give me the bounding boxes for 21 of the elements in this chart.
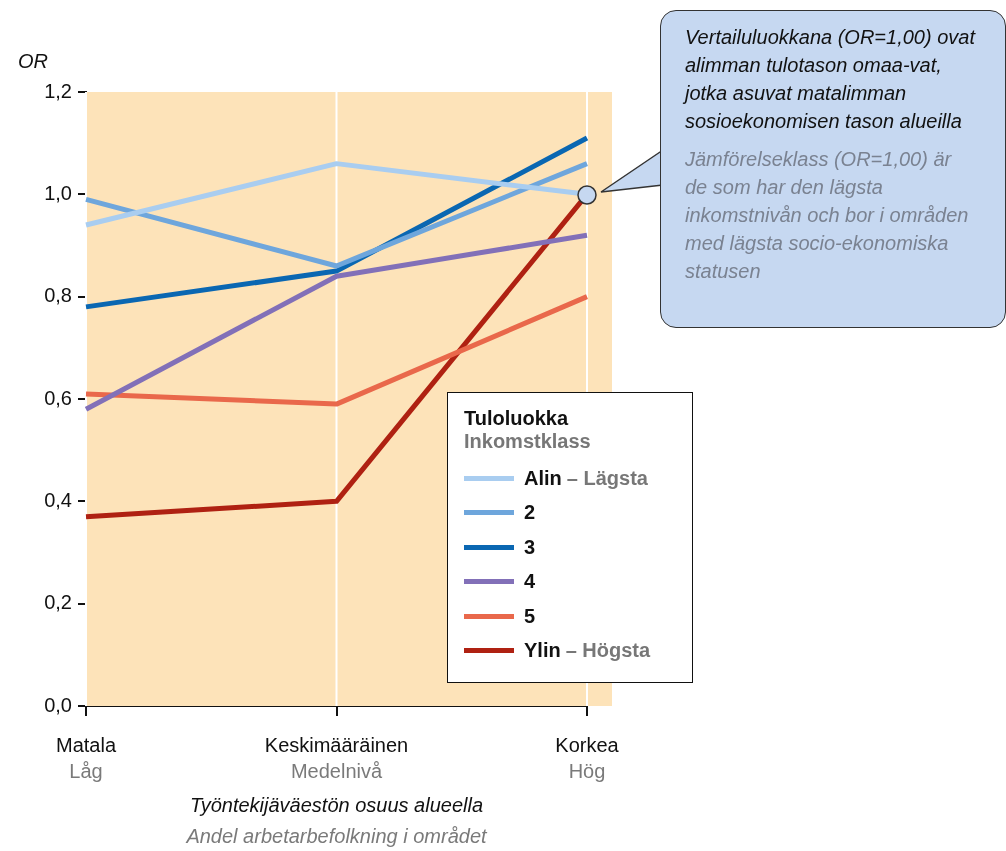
text: Vertailuluokkana (OR=1,00) ovat alimman tulotason omaa-vat, jotka asuvat matalimman sosioekonomisen tason alueilla (685, 25, 977, 134)
y-tick-label: 0,6 (44, 386, 72, 409)
x-axis-title: Työntekijäväestön osuus alueella Andel arbetarbefolkning i området (185, 793, 489, 847)
y-tick-label: 0,4 (44, 488, 72, 511)
legend-label: 3 (524, 535, 536, 559)
x-tick-label: Matala Låg (55, 733, 117, 782)
y-tick-label: 1,0 (44, 181, 72, 204)
y-axis-title: OR (18, 49, 48, 72)
text: Jämförelseklass (OR=1,00) är de som har den lägsta inkomstnivån och bor i områden med lägsta socio-ekonomiska statusen (685, 147, 970, 284)
y-tick-label: 1,2 (44, 79, 72, 102)
legend-label: Ylin – Högsta (524, 639, 651, 663)
y-tick-label: 0,8 (44, 284, 72, 307)
y-tick-label: 0,2 (44, 591, 72, 614)
legend-label: Alin – Lägsta (524, 466, 648, 490)
y-tick-label: 0,0 (44, 693, 72, 716)
legend-label: 4 (524, 570, 536, 594)
legend-label: 5 (524, 604, 536, 628)
legend-label: 2 (524, 501, 536, 525)
x-tick-label: Keskimääräinen Medelnivå (264, 733, 409, 782)
x-tick-label: Korkea Hög (555, 733, 620, 782)
legend-title: Tuloluokka Inkomstklass (464, 407, 592, 453)
